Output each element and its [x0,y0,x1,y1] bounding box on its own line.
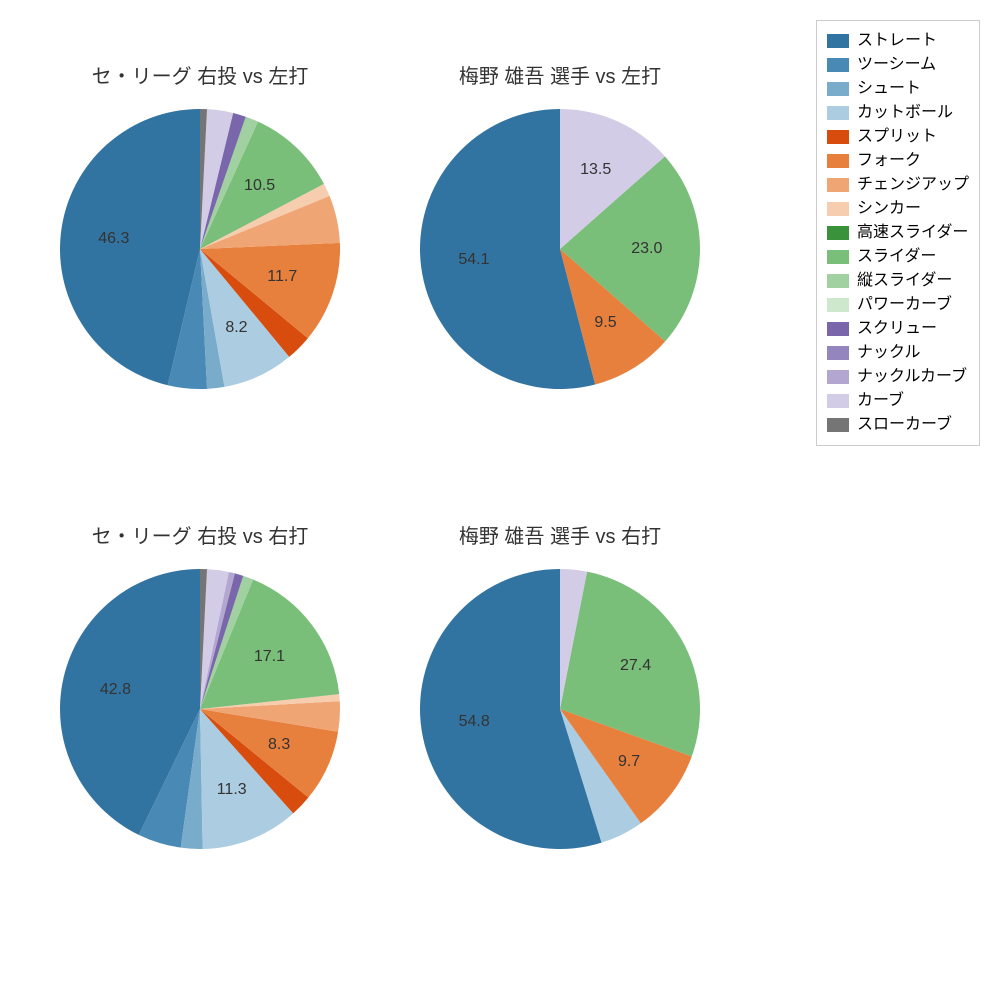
legend-swatch [827,178,849,192]
pie-wrap: 46.38.211.710.5 [60,109,340,389]
legend-item: 縦スライダー [827,269,969,293]
legend-swatch [827,130,849,144]
legend-label: ツーシーム [857,53,936,77]
legend-swatch [827,394,849,408]
legend-item: ナックル [827,341,969,365]
legend-item: パワーカーブ [827,293,969,317]
legend-swatch [827,154,849,168]
legend-swatch [827,274,849,288]
chart-cell: 梅野 雄吾 選手 vs 左打 54.19.523.013.5 [380,60,740,480]
legend-item: スライダー [827,245,969,269]
legend-swatch [827,202,849,216]
legend-label: チェンジアップ [857,173,969,197]
legend-item: スプリット [827,125,969,149]
legend-label: シュート [857,77,921,101]
legend-swatch [827,418,849,432]
legend-label: カーブ [857,389,904,413]
legend-label: ナックルカーブ [857,365,967,389]
legend-label: ナックル [857,341,921,365]
chart-title: セ・リーグ 右投 vs 左打 [92,60,309,89]
chart-title: 梅野 雄吾 選手 vs 右打 [459,520,661,549]
legend-label: パワーカーブ [857,293,952,317]
pie-svg [60,109,340,389]
legend-item: カットボール [827,101,969,125]
legend-item: カーブ [827,389,969,413]
legend-item: スクリュー [827,317,969,341]
legend-item: シュート [827,77,969,101]
legend-label: スクリュー [857,317,937,341]
legend-item: スローカーブ [827,413,969,437]
legend-swatch [827,346,849,360]
legend-swatch [827,322,849,336]
legend-item: 高速スライダー [827,221,969,245]
pie-grid: セ・リーグ 右投 vs 左打46.38.211.710.5梅野 雄吾 選手 vs… [20,60,740,940]
legend-label: 高速スライダー [857,221,968,245]
legend-item: シンカー [827,197,969,221]
chart-cell: 梅野 雄吾 選手 vs 右打 54.89.727.4 [380,520,740,940]
legend: ストレートツーシームシュートカットボールスプリットフォークチェンジアップシンカー… [816,20,980,446]
pie-wrap: 54.89.727.4 [420,569,700,849]
legend-item: ナックルカーブ [827,365,969,389]
legend-item: フォーク [827,149,969,173]
legend-swatch [827,34,849,48]
legend-label: カットボール [857,101,953,125]
legend-item: ツーシーム [827,53,969,77]
legend-label: スライダー [857,245,936,269]
chart-cell: セ・リーグ 右投 vs 右打 42.811.38.317.1 [20,520,380,940]
legend-label: スプリット [857,125,937,149]
chart-cell: セ・リーグ 右投 vs 左打 46.38.211.710.5 [20,60,380,480]
legend-label: フォーク [857,149,921,173]
legend-label: スローカーブ [857,413,952,437]
pie-svg [60,569,340,849]
legend-label: シンカー [857,197,921,221]
legend-swatch [827,250,849,264]
pie-wrap: 54.19.523.013.5 [420,109,700,389]
chart-title: セ・リーグ 右投 vs 右打 [92,520,309,549]
legend-swatch [827,370,849,384]
legend-swatch [827,82,849,96]
legend-swatch [827,298,849,312]
chart-title: 梅野 雄吾 選手 vs 左打 [459,60,661,89]
legend-item: ストレート [827,29,969,53]
pie-svg [420,109,700,389]
pie-wrap: 42.811.38.317.1 [60,569,340,849]
legend-label: 縦スライダー [857,269,952,293]
pie-svg [420,569,700,849]
legend-swatch [827,226,849,240]
legend-item: チェンジアップ [827,173,969,197]
legend-swatch [827,58,849,72]
legend-label: ストレート [857,29,937,53]
legend-swatch [827,106,849,120]
